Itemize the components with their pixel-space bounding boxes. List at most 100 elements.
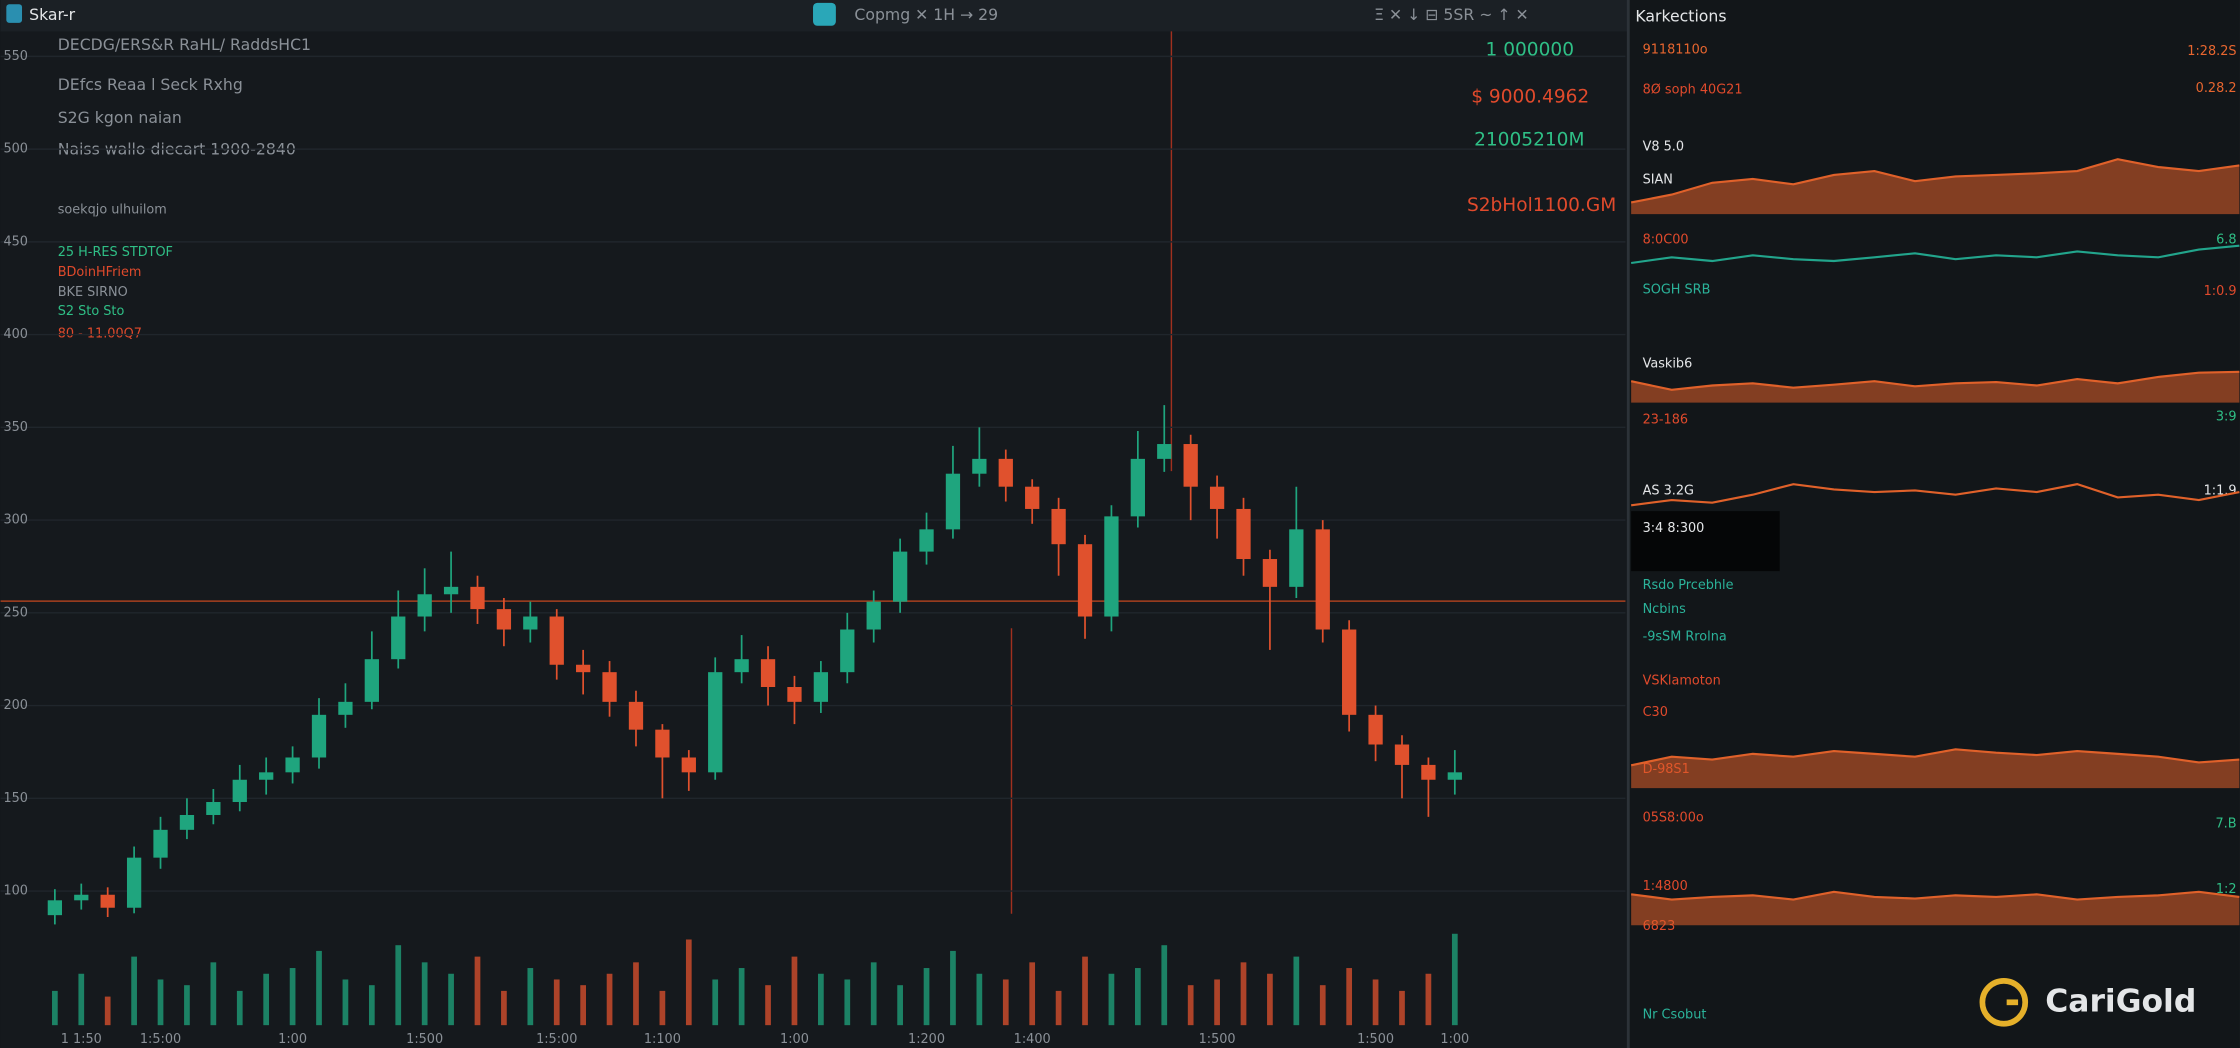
candle-body bbox=[760, 659, 776, 688]
candle-body bbox=[47, 900, 63, 916]
candle-body bbox=[126, 857, 142, 908]
candle-body bbox=[470, 586, 485, 610]
side-value: 1:28.2S bbox=[2187, 44, 2236, 59]
volume-bar bbox=[1372, 979, 1379, 1026]
volume-bar bbox=[818, 973, 824, 1026]
volume-bar bbox=[316, 950, 322, 1026]
info-line: soekqjo ulhuilom bbox=[58, 202, 167, 217]
volume-bar bbox=[633, 962, 639, 1026]
y-tick-label: 300 bbox=[3, 513, 28, 528]
candle-body bbox=[1236, 508, 1251, 560]
side-value: 1:0.9 bbox=[2204, 284, 2237, 299]
candle-body bbox=[1315, 529, 1330, 630]
candle-body bbox=[919, 529, 934, 552]
watermark-logo bbox=[1979, 978, 2029, 1027]
side-label: 05S8:00o bbox=[1643, 811, 1704, 826]
app-icon[interactable] bbox=[6, 4, 23, 23]
sparkline-area bbox=[1631, 159, 2240, 215]
side-value: 6.8 bbox=[2216, 232, 2236, 247]
candle-body bbox=[285, 757, 300, 773]
x-tick-label: 1:500 bbox=[1357, 1032, 1394, 1047]
volume-bar bbox=[1346, 968, 1353, 1026]
side-label: -9sSM Rrolna bbox=[1643, 629, 1727, 644]
volume-bar bbox=[210, 962, 217, 1026]
volume-bar bbox=[1002, 979, 1009, 1026]
volume-bar bbox=[52, 990, 58, 1026]
candle-body bbox=[1209, 486, 1225, 509]
side-label: Nr Csobut bbox=[1643, 1008, 1707, 1023]
side-value: 0.28.2 bbox=[2196, 81, 2237, 96]
volume-bar bbox=[1108, 973, 1115, 1026]
info-line: DECDG/ERS&R RaHL/ RaddsHC1 bbox=[58, 35, 311, 54]
candle-body bbox=[813, 672, 829, 702]
candle-body bbox=[866, 601, 881, 630]
toolbar[interactable]: Ξ ✕ ↓ ⊟ 5SR ~ ↑ ✕ bbox=[1374, 5, 1529, 24]
candle-body bbox=[655, 729, 670, 758]
x-tick-label: 1:100 bbox=[644, 1032, 681, 1047]
side-label: Vaskib6 bbox=[1643, 357, 1693, 372]
volume-bar bbox=[236, 990, 243, 1026]
volume-bar bbox=[448, 973, 454, 1026]
side-label: Ncbins bbox=[1643, 602, 1687, 617]
candle-body bbox=[1130, 458, 1145, 517]
candle-body bbox=[1421, 764, 1436, 780]
candle-body bbox=[681, 757, 696, 773]
x-tick-label: 1:400 bbox=[1014, 1032, 1051, 1047]
candle-body bbox=[1104, 516, 1119, 617]
symbol-icon[interactable] bbox=[813, 2, 836, 26]
y-tick-label: 150 bbox=[3, 791, 28, 806]
app-name[interactable]: Skar-r bbox=[29, 5, 75, 24]
candle-body bbox=[1262, 559, 1278, 587]
side-label: 8:0C00 bbox=[1643, 232, 1689, 247]
info-line: BKE SIRNO bbox=[58, 285, 128, 300]
side-value: 3:9 bbox=[2216, 409, 2237, 424]
volume-bar bbox=[580, 985, 587, 1026]
y-tick-label: 400 bbox=[3, 327, 28, 342]
y-tick-label: 250 bbox=[3, 605, 28, 620]
candle-body bbox=[206, 802, 221, 815]
candle-body bbox=[1051, 508, 1066, 545]
volume-bar bbox=[1425, 973, 1432, 1026]
candle-body bbox=[1157, 444, 1172, 459]
volume-bar bbox=[1214, 979, 1220, 1026]
volume-bar bbox=[923, 968, 930, 1026]
candle-body bbox=[576, 664, 591, 673]
info-panel: DECDG/ERS&R RaHL/ RaddsHC1 DEfcs Reaa l … bbox=[58, 35, 311, 341]
volume-bar bbox=[104, 996, 111, 1026]
candle-body bbox=[364, 659, 379, 702]
volume-bar bbox=[685, 939, 692, 1026]
volume-bar bbox=[950, 950, 956, 1026]
volume-bar bbox=[791, 956, 798, 1026]
candle-body bbox=[1289, 529, 1304, 587]
y-tick-label: 500 bbox=[3, 142, 28, 157]
volume-bar bbox=[368, 985, 375, 1026]
candle-body bbox=[443, 586, 459, 595]
x-tick-label: 1 1:50 bbox=[61, 1032, 102, 1047]
volume-bar bbox=[1451, 933, 1458, 1026]
candle-body bbox=[417, 594, 432, 617]
candle-body bbox=[998, 458, 1013, 487]
candle-body bbox=[945, 473, 961, 530]
volume-bar bbox=[395, 945, 402, 1026]
side-value: 7.B bbox=[2215, 816, 2236, 831]
candle-body bbox=[391, 616, 406, 660]
price-badge: S2bHol1100.GM bbox=[1467, 195, 1616, 216]
volume-bar bbox=[553, 979, 560, 1026]
volume-bar bbox=[897, 985, 903, 1026]
y-tick-label: 550 bbox=[3, 49, 28, 64]
candle-body bbox=[1183, 444, 1198, 487]
side-label: 1:4800 bbox=[1643, 879, 1688, 894]
y-tick-label: 450 bbox=[3, 234, 28, 249]
sparkline-area bbox=[1631, 749, 2240, 789]
y-tick-label: 200 bbox=[3, 698, 28, 713]
price-badge: 1 000000 bbox=[1486, 39, 1575, 60]
x-tick-label: 1:5:00 bbox=[536, 1032, 577, 1047]
volume-bar bbox=[474, 956, 481, 1026]
side-label: AS 3.2G bbox=[1643, 484, 1694, 499]
side-title: Karkections bbox=[1635, 7, 1726, 26]
symbol[interactable]: Copmg ✕ 1H → 29 bbox=[854, 5, 998, 24]
x-tick-label: 1:00 bbox=[780, 1032, 809, 1047]
volume-bar bbox=[659, 990, 666, 1026]
volume-bar bbox=[501, 990, 507, 1026]
sparkline bbox=[1630, 158, 2240, 204]
